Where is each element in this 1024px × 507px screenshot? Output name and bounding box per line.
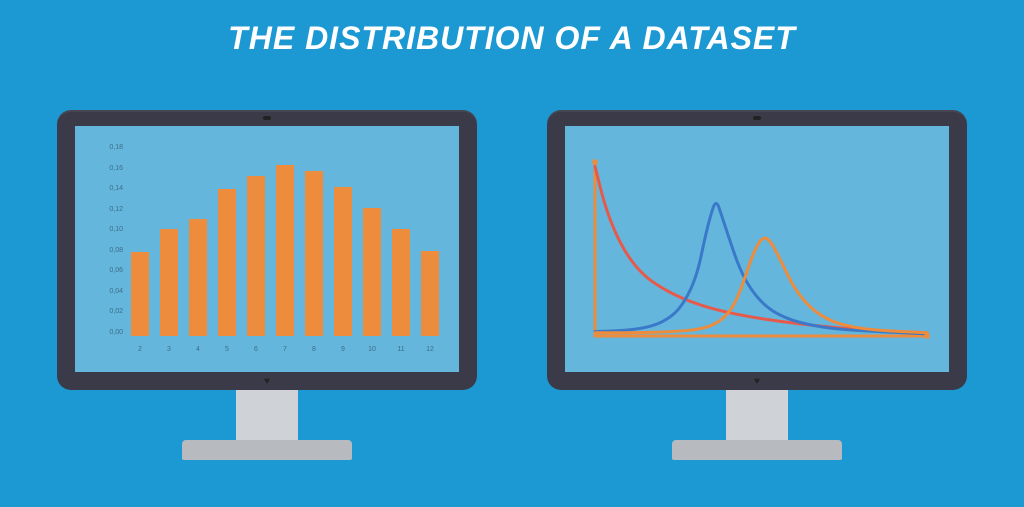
- bar: [276, 165, 294, 336]
- curve-chart: [565, 126, 949, 372]
- bar: [363, 208, 381, 336]
- screen-curves: [565, 126, 949, 372]
- bar: [131, 252, 149, 336]
- stand-neck: [236, 390, 298, 440]
- bar: [334, 187, 352, 336]
- y-tick-label: 0,12: [109, 206, 123, 213]
- bar: [218, 189, 236, 336]
- x-tick-label: 6: [247, 346, 265, 353]
- page-title: THE DISTRIBUTION OF A DATASET: [0, 20, 1024, 57]
- y-tick-label: 0,10: [109, 226, 123, 233]
- curve-blue: [595, 203, 927, 334]
- x-tick-label: 8: [305, 346, 323, 353]
- y-axis-labels: 0,18 0,16 0,14 0,12 0,10 0,08 0,06 0,04 0,02 0,00: [99, 144, 123, 336]
- x-tick-label: 7: [276, 346, 294, 353]
- monitor-bezel: ♥: [547, 110, 967, 390]
- x-tick-label: 12: [421, 346, 439, 353]
- x-tick-label: 5: [218, 346, 236, 353]
- y-tick-label: 0,04: [109, 288, 123, 295]
- home-icon: ♥: [751, 378, 763, 386]
- camera-dot: [263, 116, 271, 120]
- monitor-bar-chart: 0,18 0,16 0,14 0,12 0,10 0,08 0,06 0,04 0,02 0,00…: [57, 110, 477, 460]
- bar-plot-area: [125, 144, 445, 336]
- bar-chart: 0,18 0,16 0,14 0,12 0,10 0,08 0,06 0,04 0,02 0,00…: [105, 144, 445, 350]
- y-tick-label: 0,16: [109, 165, 123, 172]
- x-tick-label: 4: [189, 346, 207, 353]
- stand-base: [672, 440, 842, 460]
- y-tick-label: 0,18: [109, 144, 123, 151]
- axis-marker: [925, 334, 930, 339]
- curve-red: [595, 166, 927, 332]
- bar: [189, 219, 207, 336]
- y-tick-label: 0,08: [109, 247, 123, 254]
- x-tick-label: 2: [131, 346, 149, 353]
- monitor-bezel: 0,18 0,16 0,14 0,12 0,10 0,08 0,06 0,04 0,02 0,00…: [57, 110, 477, 390]
- bar: [247, 176, 265, 336]
- x-tick-label: 9: [334, 346, 352, 353]
- stand-neck: [726, 390, 788, 440]
- bar: [421, 251, 439, 336]
- bar: [305, 171, 323, 336]
- home-icon: ♥: [261, 378, 273, 386]
- axis: [595, 162, 927, 336]
- x-tick-label: 10: [363, 346, 381, 353]
- y-tick-label: 0,02: [109, 308, 123, 315]
- camera-dot: [753, 116, 761, 120]
- axis-marker: [593, 160, 598, 165]
- x-tick-label: 11: [392, 346, 410, 353]
- x-tick-label: 3: [160, 346, 178, 353]
- screen-bar: 0,18 0,16 0,14 0,12 0,10 0,08 0,06 0,04 0,02 0,00…: [75, 126, 459, 372]
- bar: [392, 229, 410, 336]
- monitor-curve-chart: ♥: [547, 110, 967, 460]
- y-tick-label: 0,00: [109, 329, 123, 336]
- y-tick-label: 0,06: [109, 267, 123, 274]
- stand-base: [182, 440, 352, 460]
- monitor-row: 0,18 0,16 0,14 0,12 0,10 0,08 0,06 0,04 0,02 0,00…: [0, 110, 1024, 460]
- y-tick-label: 0,14: [109, 185, 123, 192]
- x-axis-labels: 2 3 4 5 6 7 8 9 10 11 12: [125, 346, 445, 353]
- bar: [160, 229, 178, 336]
